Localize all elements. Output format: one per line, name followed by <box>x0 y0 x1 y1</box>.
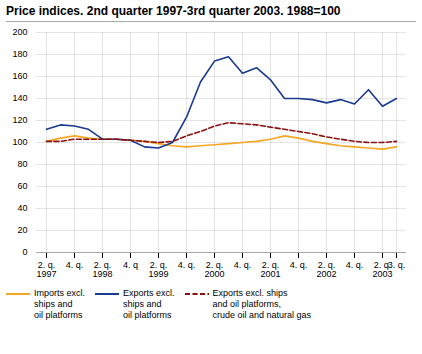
html-text:Exports excl. ships and oil pl: Exports excl. ships and oil platforms <box>123 288 175 320</box>
svg-text:20: 20 <box>17 225 27 235</box>
svg-text:2. q.2001: 2. q.2001 <box>260 260 280 279</box>
svg-text:80: 80 <box>17 159 27 169</box>
svg-text:140: 140 <box>12 93 27 103</box>
svg-text:4. q.: 4. q. <box>346 260 364 270</box>
html-text:Price indices. 2nd quarter 199: Price indices. 2nd quarter 1997-3rd quar… <box>6 4 341 18</box>
svg-text:2. q.2002: 2. q.2002 <box>316 260 336 279</box>
svg-text:60: 60 <box>17 181 27 191</box>
svg-text:120: 120 <box>12 115 27 125</box>
svg-text:100: 100 <box>12 137 27 147</box>
svg-text:2. q.2000: 2. q.2000 <box>204 260 224 279</box>
svg-text:200: 200 <box>12 27 27 37</box>
svg-text:4. q.: 4. q. <box>290 260 308 270</box>
html-text:Exports excl. ships and oil pl: Exports excl. ships and oil platforms, c… <box>212 288 312 320</box>
svg-text:4. q: 4. q <box>123 260 138 270</box>
svg-text:4. q.: 4. q. <box>66 260 84 270</box>
svg-text:4. q.: 4. q. <box>234 260 252 270</box>
svg-text:180: 180 <box>12 49 27 59</box>
html-text:Imports excl. ships and oil pl: Imports excl. ships and oil platforms <box>34 288 85 320</box>
svg-text:4. q.: 4. q. <box>178 260 196 270</box>
svg-text:3. q.: 3. q. <box>388 260 406 270</box>
svg-text:2. q.1999: 2. q.1999 <box>148 260 168 279</box>
svg-text:2. q.1998: 2. q.1998 <box>92 260 112 279</box>
svg-text:2. q.1997: 2. q.1997 <box>36 260 56 279</box>
svg-text:0: 0 <box>22 247 27 257</box>
html-text:2003: 2003 <box>372 268 393 279</box>
svg-text:40: 40 <box>17 203 27 213</box>
svg-text:160: 160 <box>12 71 27 81</box>
html-text:2. q.: 2. q. <box>373 259 392 270</box>
